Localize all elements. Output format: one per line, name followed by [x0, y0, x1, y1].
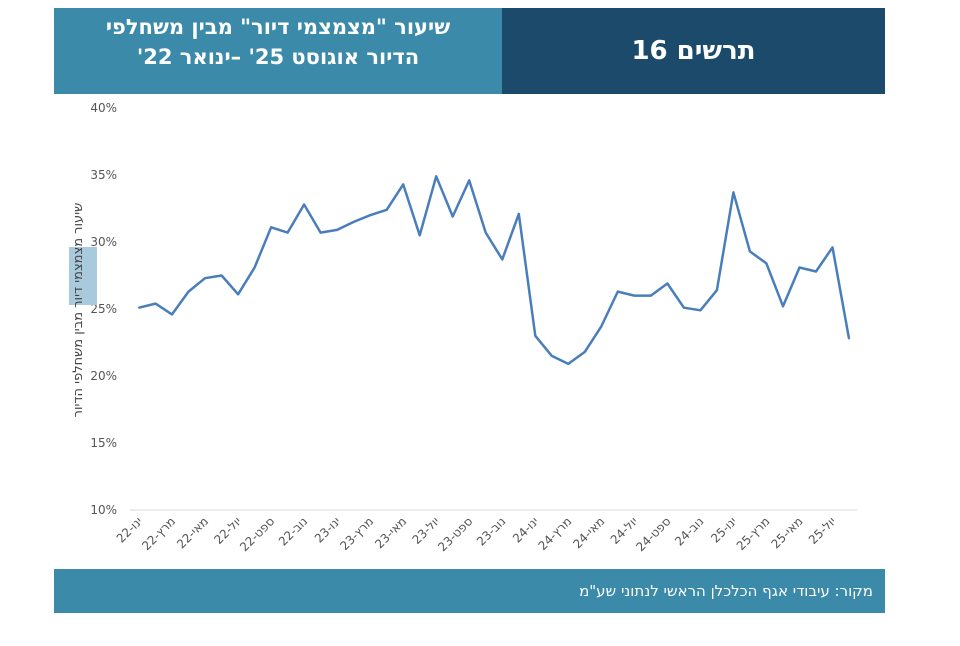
data-point	[501, 258, 504, 261]
data-point	[237, 293, 240, 296]
x-tick-label: מאי-24	[570, 514, 607, 551]
data-point	[781, 305, 784, 308]
data-point	[154, 302, 157, 305]
data-point	[138, 306, 140, 309]
data-point	[517, 212, 520, 215]
x-tick-label: ספט-23	[435, 514, 475, 554]
svg-text:שיעור מצמצמי דיור מבין משחלפי: שיעור מצמצמי דיור מבין משחלפי הדיור	[71, 203, 86, 418]
data-point	[848, 337, 850, 340]
data-point	[715, 289, 718, 292]
x-tick-label: מאי-22	[174, 514, 211, 551]
data-point	[187, 290, 190, 293]
data-point	[484, 231, 487, 234]
x-tick-label: ספט-22	[237, 514, 277, 554]
y-tick-label: 20%	[90, 369, 117, 383]
data-point	[666, 282, 669, 285]
data-point	[303, 203, 306, 206]
x-tick-label: מרץ-22	[139, 514, 178, 553]
data-point	[369, 214, 372, 217]
data-point	[649, 294, 652, 297]
data-point	[435, 175, 438, 178]
chart-title-box: שיעור "מצמצמי דיור" מבין משחלפי הדיור או…	[54, 8, 502, 94]
data-point	[831, 246, 834, 249]
y-tick-label: 25%	[90, 302, 117, 316]
data-point	[798, 266, 801, 269]
data-point	[567, 362, 570, 365]
data-point	[765, 262, 768, 265]
data-point	[550, 354, 553, 357]
data-point	[418, 234, 421, 237]
data-point	[600, 325, 603, 328]
y-label-part: שיעור	[71, 203, 86, 238]
x-tick-label: יול-25	[806, 514, 839, 547]
data-point	[204, 277, 207, 280]
x-tick-label: מאי-23	[372, 514, 409, 551]
data-point	[814, 270, 817, 273]
source-note: מקור: עיבודי אגף הכלכלן הראשי לנתוני שע"…	[54, 569, 885, 613]
data-point	[270, 226, 273, 229]
data-point	[534, 334, 537, 337]
chart-title-line2: הדיור אוגוסט 25' –ינואר 22'	[136, 45, 420, 69]
data-point	[171, 313, 174, 316]
chart-title-line1: שיעור "מצמצמי דיור" מבין משחלפי	[105, 15, 451, 39]
data-point	[385, 208, 388, 211]
data-point	[682, 306, 685, 309]
y-tick-label: 35%	[90, 168, 117, 182]
y-label-part: דיור מבין משחלפי הדיור	[71, 283, 86, 418]
y-tick-label: 40%	[90, 101, 117, 115]
x-tick-label: מאי-25	[768, 514, 805, 551]
data-point	[286, 231, 289, 234]
x-tick-label: נוב-23	[474, 514, 508, 548]
data-point	[319, 231, 322, 234]
series-line	[138, 175, 851, 366]
data-point	[699, 309, 702, 312]
y-tick-label: 10%	[90, 503, 117, 517]
x-tick-label: מרץ-25	[734, 514, 773, 553]
y-tick-label: 30%	[90, 235, 117, 249]
data-point	[732, 191, 735, 194]
x-tick-label: מרץ-24	[536, 514, 575, 553]
data-point	[451, 215, 454, 218]
data-point	[402, 183, 405, 186]
data-point	[748, 250, 751, 253]
y-tick-label: 15%	[90, 436, 117, 450]
y-label-highlight-word: מצמצמי	[71, 238, 86, 283]
data-point	[616, 290, 619, 293]
data-point	[253, 266, 256, 269]
data-point	[633, 294, 636, 297]
figure-label: תרשים 16	[502, 8, 885, 94]
x-tick-label: ספט-24	[633, 514, 673, 554]
data-point	[468, 179, 471, 182]
x-tick-label: נוב-22	[276, 514, 310, 548]
y-axis-label: שיעור מצמצמי דיור מבין משחלפי הדיור	[69, 203, 97, 418]
x-tick-label: מרץ-23	[337, 514, 376, 553]
y-label-highlight	[69, 247, 97, 305]
data-point	[583, 350, 586, 353]
data-point	[336, 228, 339, 231]
x-tick-label: נוב-24	[672, 514, 706, 548]
data-point	[220, 274, 223, 277]
data-point	[352, 220, 355, 223]
